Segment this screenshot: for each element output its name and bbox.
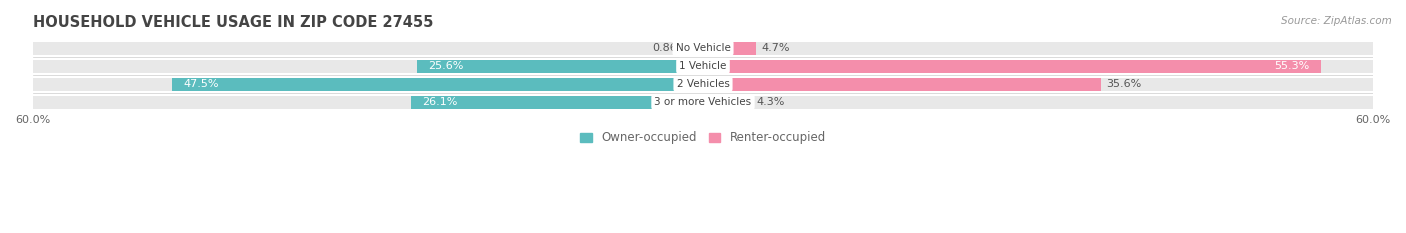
Bar: [703, 41, 1374, 55]
Text: 4.3%: 4.3%: [756, 97, 785, 107]
Bar: [412, 96, 703, 109]
Bar: [703, 96, 751, 109]
Text: HOUSEHOLD VEHICLE USAGE IN ZIP CODE 27455: HOUSEHOLD VEHICLE USAGE IN ZIP CODE 2745…: [32, 15, 433, 30]
Bar: [703, 60, 1320, 72]
Text: Source: ZipAtlas.com: Source: ZipAtlas.com: [1281, 16, 1392, 26]
Text: 35.6%: 35.6%: [1107, 79, 1142, 89]
Text: 2 Vehicles: 2 Vehicles: [676, 79, 730, 89]
Text: No Vehicle: No Vehicle: [675, 43, 731, 53]
Bar: [703, 41, 755, 55]
Bar: [703, 96, 1374, 109]
Bar: [693, 41, 703, 55]
Bar: [703, 78, 1101, 91]
Bar: [703, 60, 1374, 72]
Text: 0.86%: 0.86%: [652, 43, 688, 53]
Bar: [32, 60, 703, 72]
Bar: [32, 41, 703, 55]
Text: 55.3%: 55.3%: [1274, 61, 1310, 71]
Text: 25.6%: 25.6%: [429, 61, 464, 71]
Text: 4.7%: 4.7%: [761, 43, 790, 53]
Bar: [173, 78, 703, 91]
Bar: [703, 78, 1374, 91]
Text: 1 Vehicle: 1 Vehicle: [679, 61, 727, 71]
Text: 47.5%: 47.5%: [183, 79, 219, 89]
Legend: Owner-occupied, Renter-occupied: Owner-occupied, Renter-occupied: [579, 131, 827, 144]
Bar: [32, 78, 703, 91]
Bar: [418, 60, 703, 72]
Text: 3 or more Vehicles: 3 or more Vehicles: [654, 97, 752, 107]
Bar: [32, 96, 703, 109]
Text: 26.1%: 26.1%: [423, 97, 458, 107]
